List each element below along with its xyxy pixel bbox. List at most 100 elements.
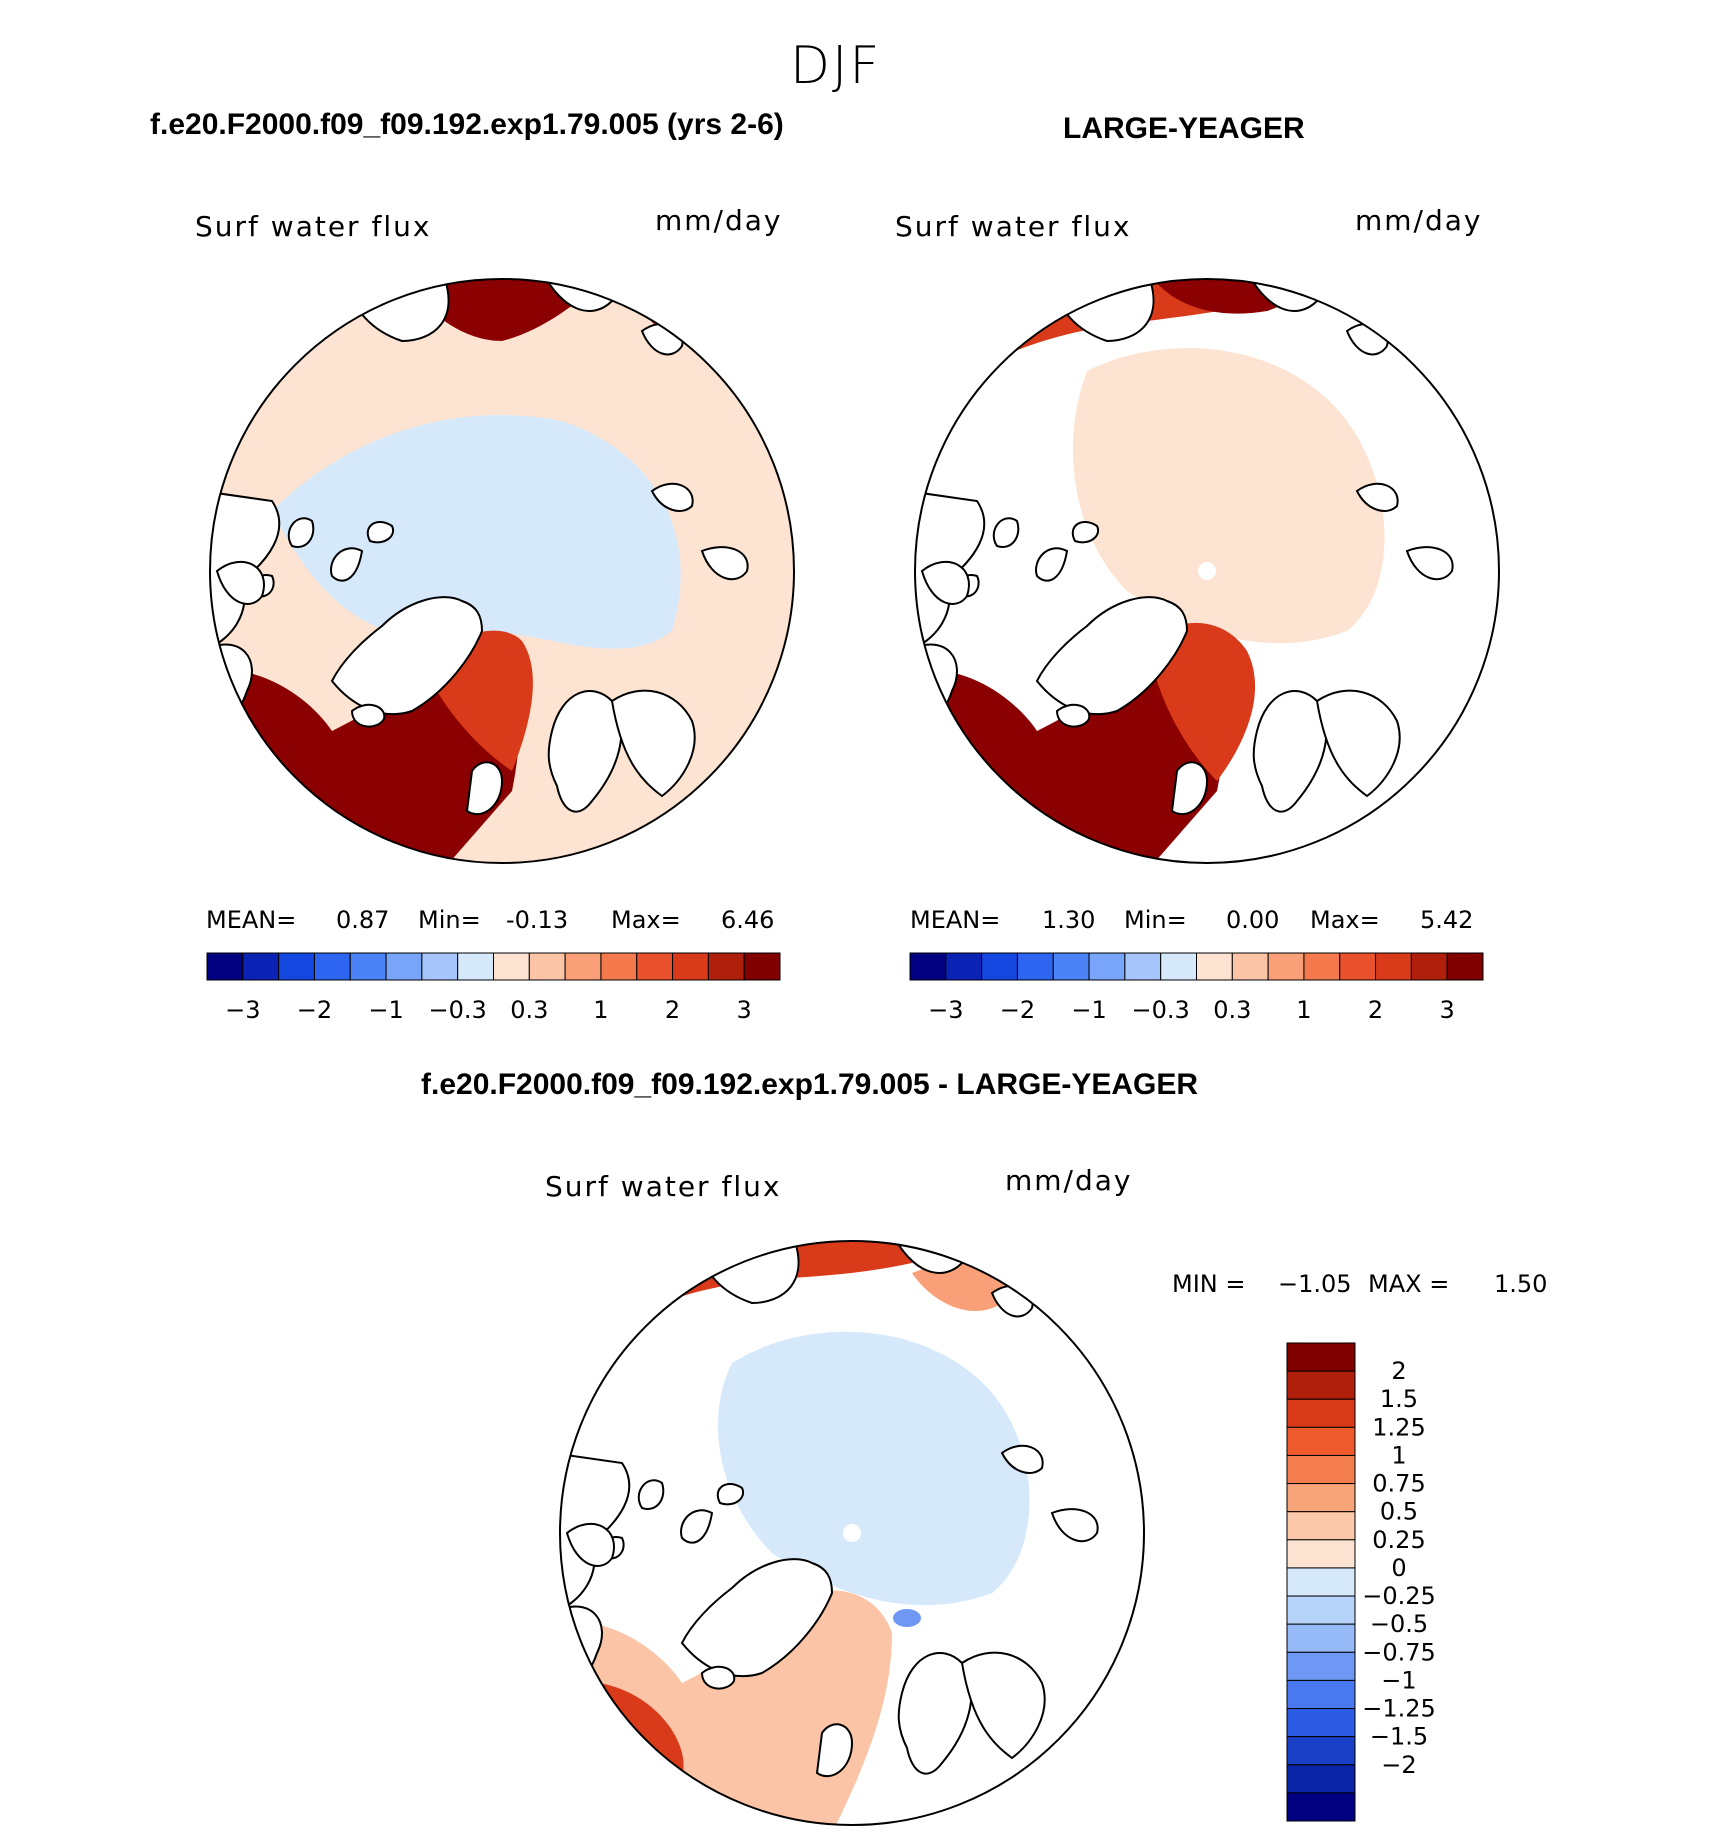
diff-arctic-ocean-field [717, 1331, 1030, 1606]
diff-colorbar-cell [1286, 1679, 1356, 1710]
right-colorbar-cell [1375, 952, 1412, 981]
right-map [915, 279, 1499, 863]
diff-colorbar-cell [1286, 1454, 1356, 1485]
diff-max-value: 1.50 [1494, 1270, 1548, 1298]
left-max-value: 6.46 [721, 906, 775, 934]
left-arctic-ocean-field [272, 415, 681, 649]
left-map [210, 279, 794, 863]
left-colorbar-cell [242, 952, 280, 981]
diff-negative-spot [893, 1609, 921, 1627]
left-colorbar-tick-label: 1 [593, 996, 608, 1024]
right-colorbar-tick-label: 3 [1440, 996, 1455, 1024]
diff-stats: MIN = −1.05 MAX = 1.50 [1172, 1270, 1572, 1302]
diff-colorbar-cell [1286, 1792, 1356, 1822]
diff-units-label: mm/day [1005, 1164, 1133, 1197]
diff-colorbar-cell [1286, 1623, 1356, 1653]
left-stats: MEAN= 0.87 Min= -0.13 Max= 6.46 [206, 906, 786, 938]
left-colorbar-cell [313, 952, 351, 981]
right-colorbar-cell [1052, 952, 1090, 981]
diff-colorbar-cell [1286, 1736, 1356, 1766]
diff-variable-label: Surf water flux [545, 1170, 782, 1203]
diff-colorbar-cell [1286, 1539, 1356, 1569]
left-colorbar-cell [600, 952, 638, 981]
diff-colorbar-cell [1286, 1764, 1356, 1794]
diff-colorbar-tick-label: −0.5 [1370, 1610, 1428, 1638]
right-pole-marker [1198, 562, 1216, 580]
right-colorbar-cell [1410, 952, 1448, 981]
right-colorbar-cell [1446, 952, 1484, 981]
diff-pole-marker [843, 1524, 861, 1542]
diff-map-layers [560, 1241, 1144, 1825]
diff-colorbar-cell [1286, 1426, 1356, 1456]
diff-colorbar-tick-label: −1.25 [1362, 1695, 1436, 1723]
diff-min-value: −1.05 [1278, 1270, 1352, 1298]
left-colorbar-cell [349, 952, 387, 981]
left-colorbar-cell [278, 952, 315, 981]
left-colorbar-cell [457, 952, 494, 981]
left-colorbar-cell [528, 952, 566, 981]
left-colorbar-tick-label: −2 [297, 996, 332, 1024]
diff-colorbar-tick-label: −1 [1381, 1666, 1416, 1694]
left-min-label: Min= [418, 906, 481, 934]
right-colorbar-cell [1160, 952, 1197, 981]
left-colorbar-cell [672, 952, 709, 981]
diff-colorbar-cell [1286, 1370, 1356, 1400]
left-map-layers [210, 279, 794, 863]
left-colorbar-cell [636, 952, 674, 981]
right-map-layers [915, 279, 1499, 863]
left-mean-label: MEAN= [206, 906, 297, 934]
season-title: DJF [790, 36, 882, 96]
diff-map [560, 1241, 1144, 1825]
right-colorbar-cell [1303, 952, 1341, 981]
right-variable-label: Surf water flux [895, 210, 1132, 243]
diff-colorbar-cell [1286, 1651, 1356, 1681]
right-panel-title: LARGE-YEAGER [1063, 112, 1305, 145]
diff-colorbar-tick-label: 0.25 [1372, 1526, 1425, 1554]
right-colorbar-cell [945, 952, 983, 981]
right-colorbar-tick-label: −0.3 [1132, 996, 1190, 1024]
left-panel-title: f.e20.F2000.f09_f09.192.exp1.79.005 (yrs… [150, 108, 784, 141]
diff-colorbar-tick-label: 1.25 [1372, 1413, 1425, 1441]
left-variable-label: Surf water flux [195, 210, 432, 243]
diff-colorbar-cell [1286, 1342, 1356, 1372]
right-arctic-ocean-field [1072, 348, 1385, 644]
diff-colorbar-tick-label: 0 [1391, 1554, 1406, 1582]
right-colorbar-cell [1088, 952, 1126, 981]
left-colorbar-cell [206, 952, 244, 981]
diff-colorbar-cell [1286, 1511, 1356, 1541]
right-colorbar-cell [1267, 952, 1305, 981]
right-colorbar-cell [1124, 952, 1162, 981]
right-max-value: 5.42 [1420, 906, 1474, 934]
diff-colorbar-tick-label: 0.5 [1380, 1498, 1418, 1526]
right-colorbar-cell [1231, 952, 1269, 981]
diff-min-label: MIN = [1172, 1270, 1246, 1298]
right-colorbar-cell [981, 952, 1018, 981]
left-colorbar-tick-label: 3 [737, 996, 752, 1024]
right-colorbar-cell [1339, 952, 1377, 981]
left-colorbar-tick-label: −3 [225, 996, 260, 1024]
right-max-label: Max= [1310, 906, 1380, 934]
left-colorbar-cell [421, 952, 459, 981]
diff-colorbar-cell [1286, 1567, 1356, 1597]
left-colorbar-cell [564, 952, 602, 981]
left-colorbar-tick-label: 2 [665, 996, 680, 1024]
diff-colorbar-cell [1286, 1708, 1356, 1738]
right-colorbar-tick-label: 2 [1368, 996, 1383, 1024]
diff-colorbar-cell [1286, 1398, 1356, 1428]
diff-panel-title: f.e20.F2000.f09_f09.192.exp1.79.005 - LA… [421, 1068, 1199, 1101]
left-colorbar-cell [743, 952, 781, 981]
left-min-value: -0.13 [506, 906, 569, 934]
right-units-label: mm/day [1355, 204, 1483, 237]
diff-colorbar-tick-label: −0.75 [1362, 1638, 1436, 1666]
right-mean-label: MEAN= [910, 906, 1001, 934]
diff-colorbar-cell [1286, 1483, 1356, 1513]
diff-colorbar-tick-label: 0.75 [1372, 1470, 1425, 1498]
left-colorbar-cell [707, 952, 745, 981]
left-max-label: Max= [611, 906, 681, 934]
left-mean-value: 0.87 [336, 906, 390, 934]
right-colorbar-tick-label: −1 [1071, 996, 1106, 1024]
left-colorbar-cell [493, 952, 530, 981]
right-map-boundary [914, 278, 1500, 864]
right-colorbar-tick-label: 1 [1296, 996, 1311, 1024]
